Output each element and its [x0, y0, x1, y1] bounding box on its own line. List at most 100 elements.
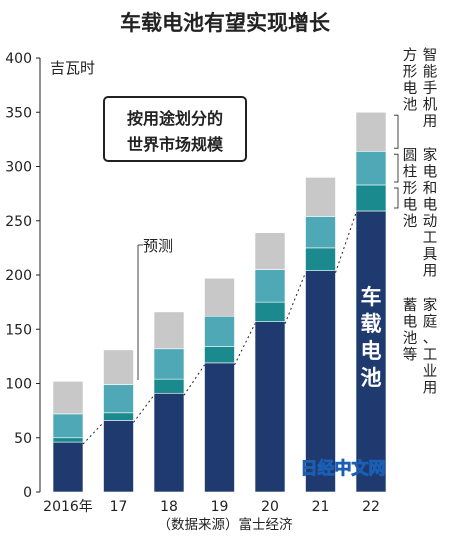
legend-char: 和 [423, 180, 438, 197]
trend-segment [183, 364, 205, 396]
y-tick-label: 400 [5, 51, 32, 67]
legend-char: 池 [403, 330, 418, 347]
x-tick-label: 20 [261, 499, 279, 515]
bar-segment-3 [254, 232, 286, 270]
bar-segment-2 [103, 384, 134, 414]
bar-segment-1 [355, 184, 387, 212]
legend-char: 家 [423, 147, 438, 164]
bar-segment-3 [153, 311, 185, 350]
legend-char: 柱 [403, 164, 418, 181]
y-tick-label: 350 [5, 105, 32, 121]
bar-segment-0 [52, 441, 84, 493]
trend-segment [335, 212, 357, 273]
legend-char: 手 [423, 80, 438, 97]
legend-char: 形 [403, 180, 418, 197]
legend-char: 动 [423, 213, 438, 230]
bar-segment-1 [52, 437, 84, 443]
legend-char: 用 [423, 264, 438, 280]
legend-char: 庭 [423, 314, 438, 331]
forecast-annotation: 预测 [137, 237, 173, 380]
forecast-label: 预测 [143, 237, 173, 255]
inbar-label-char: 池 [361, 366, 382, 390]
legend-bracket [394, 114, 399, 149]
bar-segment-3 [355, 111, 387, 152]
y-tick-label: 300 [5, 160, 32, 176]
bar-segment-0 [355, 210, 387, 493]
x-tick-label: 17 [110, 499, 128, 515]
legend-char: 等 [403, 346, 418, 364]
watermark-text: 日经中文网 [301, 458, 386, 479]
trend-segment [284, 272, 306, 324]
legend-char: 电 [423, 164, 438, 181]
legend-char: 机 [423, 97, 438, 114]
subtitle-box: 按用途划分的 世界市场规模 [103, 96, 247, 162]
bar-segment-2 [52, 413, 84, 439]
bar-segment-3 [52, 381, 84, 415]
legend-char: 用 [423, 114, 438, 130]
x-tick-label: 2016年 [43, 499, 93, 515]
bar-segment-3 [204, 277, 235, 317]
legend-char: 方 [403, 47, 418, 64]
x-tick-label: 22 [362, 499, 380, 515]
legend-char: 池 [403, 97, 418, 114]
x-tick-label: 19 [211, 499, 229, 515]
subtitle-line-2: 世界市场规模 [127, 135, 224, 154]
legend-char: 智 [423, 47, 438, 64]
legend-char: 具 [423, 247, 438, 263]
legend-char: 能 [423, 64, 438, 81]
y-tick-label: 250 [5, 214, 32, 230]
legend-char: 家 [423, 297, 438, 314]
inbar-label-char: 车 [361, 285, 382, 309]
y-tick-label: 0 [23, 485, 32, 501]
forecast-trend [82, 212, 357, 445]
bar-segment-2 [305, 216, 336, 249]
trend-segment [133, 394, 155, 423]
y-tick-label: 100 [5, 377, 32, 393]
bar-segment-1 [103, 412, 134, 421]
legend-char: 电 [403, 314, 418, 331]
bar-segment-1 [153, 378, 185, 394]
y-axis-unit: 吉瓦时 [50, 59, 95, 77]
x-tick-labels: 2016年 17 18 19 20 21 22 [43, 499, 380, 515]
legend-char: 池 [403, 213, 418, 230]
y-tick-label: 150 [5, 322, 32, 338]
bar-segment-3 [103, 349, 134, 385]
legend-bracket [394, 153, 399, 183]
bar-segment-0 [204, 362, 235, 493]
bar-segment-3 [305, 177, 336, 217]
y-tick-label: 200 [5, 268, 32, 284]
bar-segment-0 [103, 420, 134, 493]
bar-segment-0 [153, 392, 185, 493]
y-ticks: 0 50 100 150 200 250 300 350 400 [5, 51, 40, 501]
x-tick-label: 18 [160, 499, 178, 515]
bar-segment-1 [305, 247, 336, 271]
legend-char: 工 [423, 348, 438, 364]
legend-char: 用 [423, 381, 438, 397]
legend-char: 、 [423, 331, 438, 347]
x-tick-label: 21 [312, 499, 330, 515]
trend-segment [234, 323, 256, 366]
bar-segment-1 [254, 301, 286, 322]
legend-char: 业 [423, 363, 438, 380]
watermark: 日经中文网 [300, 458, 386, 480]
legend-char: 电 [423, 197, 438, 214]
bar-segment-2 [153, 348, 185, 380]
legend-char: 电 [403, 80, 418, 97]
trend-segment [82, 422, 104, 445]
subtitle-line-1: 按用途划分的 [127, 109, 223, 128]
legend-bracket [394, 187, 399, 209]
inbar-label-char: 电 [361, 339, 382, 363]
bar-segment-1 [204, 346, 235, 364]
inbar-label-char: 载 [361, 312, 382, 336]
bar-segment-2 [254, 269, 286, 303]
bar-segment-2 [204, 315, 235, 347]
source-note: （数据来源）富士经济 [158, 516, 293, 533]
legend-char: 蓄 [403, 297, 418, 314]
legend-char: 工 [423, 231, 438, 247]
y-tick-label: 50 [14, 431, 32, 447]
legend-char: 电 [403, 197, 418, 214]
chart-title: 车载电池有望实现增长 [120, 11, 331, 35]
bar-segment-2 [355, 151, 387, 186]
